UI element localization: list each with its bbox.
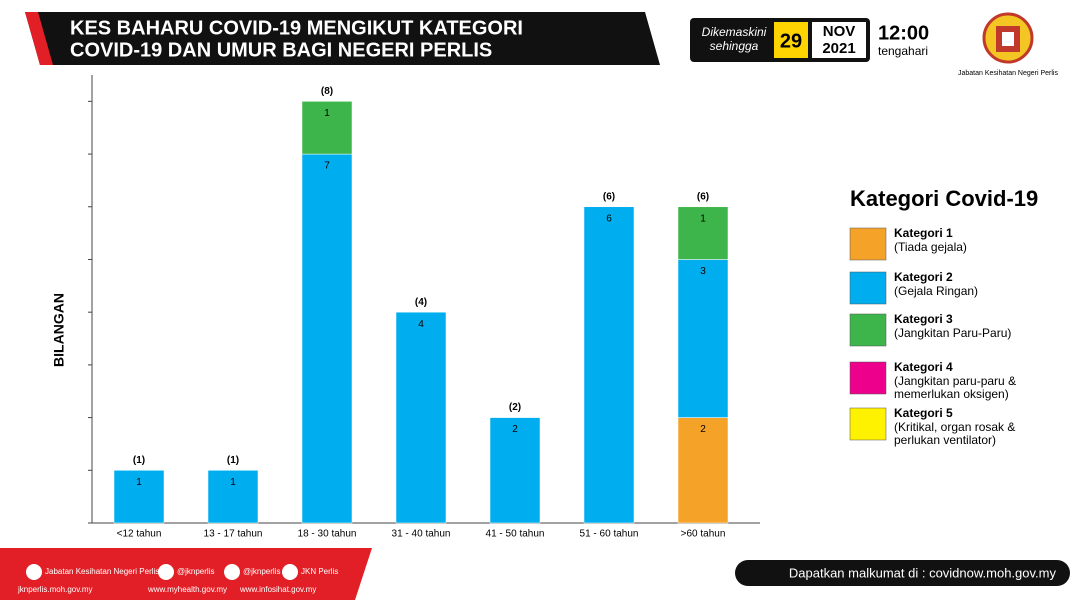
segment-label: 6 bbox=[606, 213, 612, 224]
social-text: @jknperlis bbox=[243, 567, 280, 576]
time: 12:00 bbox=[878, 22, 929, 44]
legend-description: (Tiada gejala) bbox=[894, 240, 967, 254]
legend-swatch bbox=[849, 227, 887, 261]
social-text: @jknperlis bbox=[177, 567, 214, 576]
logo-caption: Jabatan Kesihatan Negeri Perlis bbox=[958, 70, 1059, 77]
legend-description: memerlukan oksigen) bbox=[894, 387, 1009, 401]
legend-description: (Jangkitan Paru-Paru) bbox=[894, 326, 1011, 340]
segment-label: 2 bbox=[512, 424, 518, 435]
x-tick-label: <12 tahun bbox=[117, 529, 162, 540]
x-tick-label: >60 tahun bbox=[681, 529, 726, 540]
calendar bbox=[774, 22, 808, 58]
legend-description: (Kritikal, organ rosak & bbox=[894, 420, 1015, 434]
legend-name: Kategori 4 bbox=[894, 360, 953, 374]
social-text: Jabatan Kesihatan Negeri Perlis bbox=[45, 567, 159, 576]
social-icon bbox=[158, 564, 174, 580]
bar-segment bbox=[489, 417, 541, 524]
total-label: (4) bbox=[415, 297, 427, 308]
segment-label: 2 bbox=[700, 424, 706, 435]
legend-description: (Jangkitan paru-paru & bbox=[894, 374, 1016, 388]
x-tick-label: 13 - 17 tahun bbox=[204, 529, 263, 540]
period: tengahari bbox=[878, 44, 928, 58]
segment-label: 1 bbox=[230, 477, 236, 488]
info-bar bbox=[735, 560, 1070, 586]
segment-label: 1 bbox=[136, 477, 142, 488]
legend-swatch bbox=[849, 271, 887, 305]
footer-link: jknperlis.moh.gov.my bbox=[17, 585, 93, 594]
x-tick-label: 31 - 40 tahun bbox=[392, 529, 451, 540]
bar-segment bbox=[113, 470, 165, 524]
segment-label: 4 bbox=[418, 319, 424, 330]
footer-banner bbox=[0, 548, 372, 600]
footer-link: www.myhealth.gov.my bbox=[147, 585, 227, 594]
y-axis-label: BILANGAN bbox=[51, 293, 67, 367]
total-label: (1) bbox=[133, 455, 145, 466]
segment-label: 1 bbox=[700, 213, 706, 224]
segment-label: 3 bbox=[700, 266, 706, 277]
title-line: COVID-19 DAN UMUR BAGI NEGERI PERLIS bbox=[70, 39, 492, 61]
year: 2021 bbox=[822, 40, 855, 57]
legend-description: perlukan ventilator) bbox=[894, 433, 996, 447]
footer-link: www.infosihat.gov.my bbox=[239, 585, 316, 594]
legend-swatch bbox=[849, 361, 887, 395]
legend-swatch bbox=[849, 313, 887, 347]
month-box bbox=[812, 22, 866, 58]
logo bbox=[982, 12, 1034, 64]
updated-label: sehingga bbox=[710, 39, 759, 53]
title-line: KES BAHARU COVID-19 MENGIKUT KATEGORI bbox=[70, 17, 523, 39]
total-label: (2) bbox=[509, 402, 521, 413]
legend-description: (Gejala Ringan) bbox=[894, 284, 978, 298]
legend-name: Kategori 1 bbox=[894, 226, 953, 240]
title-accent bbox=[25, 12, 53, 65]
x-tick-label: 41 - 50 tahun bbox=[486, 529, 545, 540]
bar-segment bbox=[677, 206, 729, 260]
x-tick-label: 51 - 60 tahun bbox=[580, 529, 639, 540]
bar-segment bbox=[301, 101, 353, 155]
social-icon bbox=[282, 564, 298, 580]
total-label: (8) bbox=[321, 86, 333, 97]
bar-segment bbox=[677, 417, 729, 524]
total-label: (6) bbox=[603, 191, 615, 202]
legend-name: Kategori 3 bbox=[894, 312, 953, 326]
day: 29 bbox=[780, 30, 802, 52]
social-text: JKN Perlis bbox=[301, 567, 338, 576]
legend-swatch bbox=[849, 407, 887, 441]
title-banner bbox=[25, 12, 660, 65]
segment-label: 7 bbox=[324, 161, 330, 172]
legend-name: Kategori 5 bbox=[894, 406, 953, 420]
updated-label: Dikemaskini bbox=[702, 25, 767, 39]
bar-segment bbox=[583, 206, 635, 524]
bar-segment bbox=[207, 470, 259, 524]
segment-label: 1 bbox=[324, 108, 330, 119]
legend-title: Kategori Covid-19 bbox=[850, 186, 1038, 211]
bar-segment bbox=[677, 259, 729, 418]
month: NOV bbox=[823, 23, 856, 40]
total-label: (6) bbox=[697, 191, 709, 202]
legend-name: Kategori 2 bbox=[894, 270, 953, 284]
social-icon bbox=[26, 564, 42, 580]
x-tick-label: 18 - 30 tahun bbox=[298, 529, 357, 540]
social-icon bbox=[224, 564, 240, 580]
info-text: Dapatkan malkumat di : covidnow.moh.gov.… bbox=[789, 565, 1057, 580]
bar-segment bbox=[395, 311, 447, 524]
bar-segment bbox=[301, 153, 353, 524]
total-label: (1) bbox=[227, 455, 239, 466]
